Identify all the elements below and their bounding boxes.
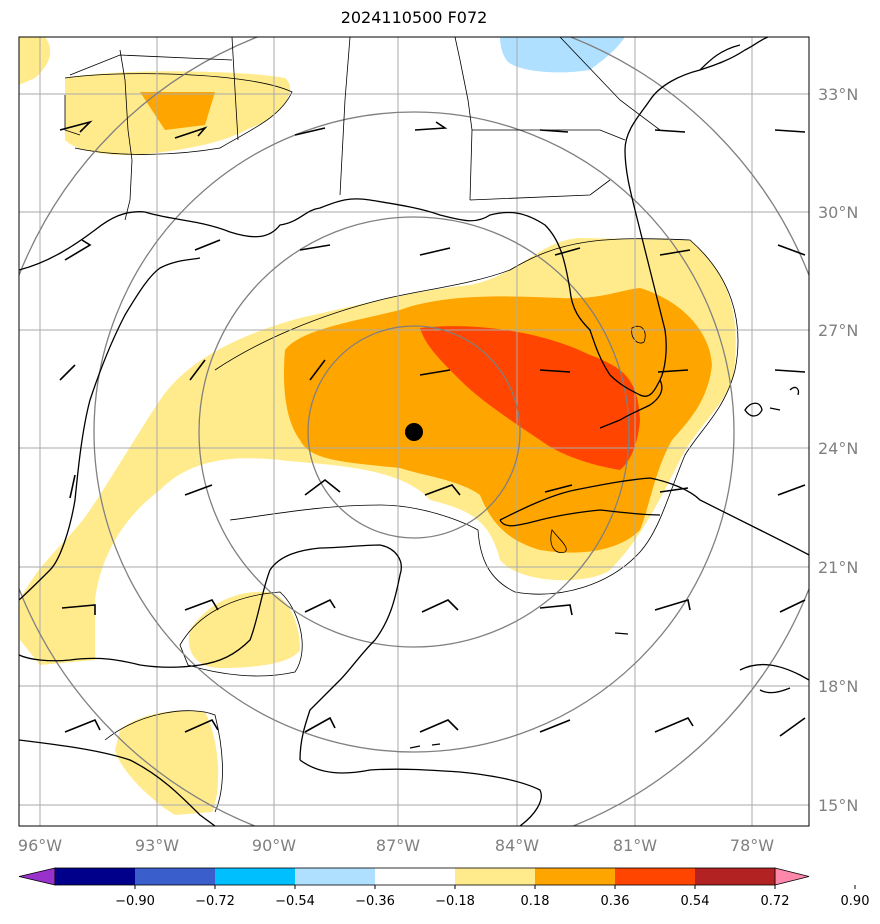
map-title: 2024110500 F072 (340, 8, 488, 27)
state-borders (64, 37, 661, 221)
colorbar-swatch (295, 868, 376, 885)
colorbar-extend-low (18, 867, 56, 886)
map-border (18, 36, 810, 827)
colorbar-swatch (695, 868, 776, 885)
colorbar-extend-high (774, 867, 810, 886)
colorbar-tick-label: −0.54 (275, 894, 315, 909)
colorbar (18, 867, 810, 886)
colorbar-swatch (535, 868, 616, 885)
colorbar-swatch (455, 868, 536, 885)
wind-barbs (59, 120, 806, 737)
storm-center-marker (405, 423, 423, 441)
colorbar-tick-label: 0.90 (841, 894, 870, 909)
colorbar-tick-label: 0.72 (761, 894, 790, 909)
colorbar-swatch (55, 868, 136, 885)
lon-label: 87°W (376, 836, 420, 855)
colorbar-labels: −0.90 −0.72 −0.54 −0.36 −0.18 0.18 0.36 0.54 0.7… (115, 885, 869, 909)
lat-label: 27°N (818, 321, 858, 340)
colorbar-swatch (615, 868, 696, 885)
lat-label: 30°N (818, 203, 858, 222)
colorbar-border (54, 867, 776, 886)
lat-label: 18°N (818, 677, 858, 696)
colorbar-tick-label: −0.90 (115, 894, 155, 909)
lat-label: 21°N (818, 558, 858, 577)
lon-label: 93°W (135, 836, 179, 855)
lat-label: 33°N (818, 85, 858, 104)
colorbar-tick-label: 0.18 (521, 894, 550, 909)
lat-label: 15°N (818, 796, 858, 815)
colorbar-tick-label: 0.36 (601, 894, 630, 909)
lon-label: 78°W (730, 836, 774, 855)
anomaly-contours (64, 73, 739, 813)
colorbar-swatch (375, 868, 456, 885)
latitude-labels: 33°N 30°N 27°N 24°N 21°N 18°N 15°N (818, 85, 858, 815)
lon-label: 90°W (252, 836, 296, 855)
lat-label: 24°N (818, 439, 858, 458)
colorbar-swatch (135, 868, 216, 885)
lon-label: 84°W (495, 836, 539, 855)
longitude-labels: 96°W 93°W 90°W 87°W 84°W 81°W 78°W (18, 836, 774, 855)
coastlines (19, 37, 809, 826)
colorbar-tick-label: −0.18 (435, 894, 475, 909)
lon-label: 96°W (18, 836, 62, 855)
colorbar-tick-label: −0.72 (195, 894, 235, 909)
graticule (19, 37, 809, 826)
colorbar-swatch (215, 868, 296, 885)
lon-label: 81°W (613, 836, 657, 855)
anomaly-shading (19, 37, 736, 815)
colorbar-tick-label: 0.54 (681, 894, 710, 909)
range-rings (19, 37, 809, 826)
colorbar-tick-label: −0.36 (355, 894, 395, 909)
